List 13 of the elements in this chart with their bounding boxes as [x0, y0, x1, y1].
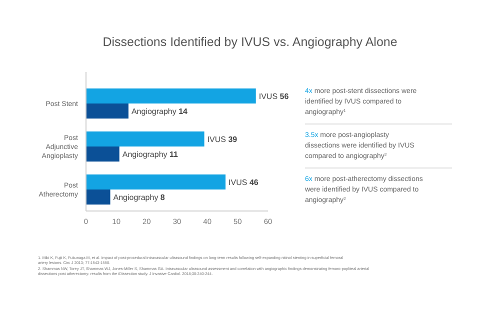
bar: [86, 146, 120, 162]
bar: [86, 104, 128, 119]
bar: [86, 131, 204, 146]
data-label: Angiography 14: [131, 106, 188, 116]
bar: [86, 88, 256, 104]
data-label: Angiography 11: [122, 150, 179, 159]
bar: [86, 174, 226, 190]
bar: [86, 190, 110, 205]
data-label: IVUS 46: [228, 178, 259, 187]
data-label: Angiography 8: [113, 192, 166, 202]
data-label: IVUS 56: [258, 92, 290, 101]
chart-title: Dissections Identified by IVUS vs. Angiography Alone: [102, 35, 398, 49]
data-label: IVUS 39: [207, 134, 238, 144]
